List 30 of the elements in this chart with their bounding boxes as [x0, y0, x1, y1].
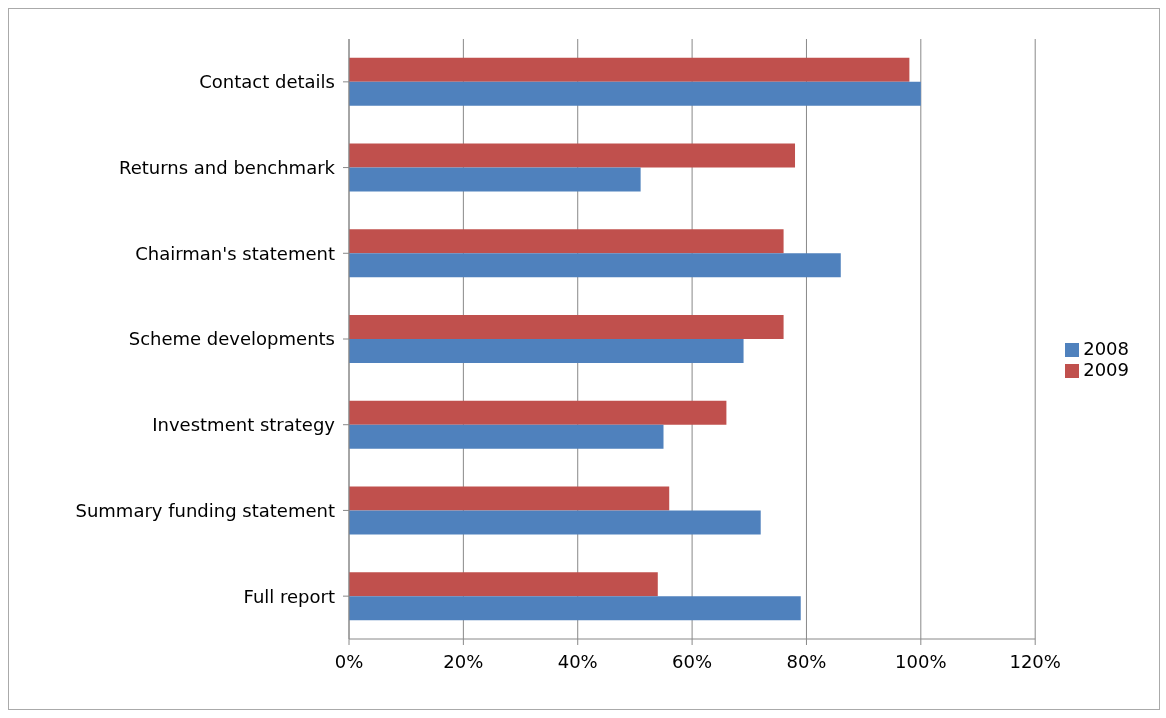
y-tick-label: Returns and benchmark	[118, 156, 336, 178]
bar	[349, 424, 664, 449]
x-tick-label: 20%	[443, 650, 484, 672]
bar	[349, 253, 841, 278]
bar	[349, 315, 784, 339]
bar	[349, 143, 796, 168]
x-tick-label: 40%	[557, 650, 598, 672]
legend-label: 2009	[1083, 359, 1129, 380]
bar	[349, 486, 670, 511]
x-tick-label: 100%	[895, 650, 947, 672]
x-tick-label: 120%	[1009, 650, 1061, 672]
bar	[349, 596, 801, 621]
bar	[349, 572, 658, 597]
y-tick-label: Investment strategy	[152, 414, 336, 436]
bar	[349, 510, 761, 535]
legend-label: 2008	[1083, 338, 1129, 359]
x-tick-label: 80%	[786, 650, 827, 672]
y-tick-label: Contact details	[199, 71, 335, 93]
y-tick-label: Chairman's statement	[135, 242, 335, 264]
x-tick-label: 0%	[334, 650, 364, 672]
bar	[349, 339, 744, 363]
y-tick-label: Full report	[243, 585, 335, 607]
bar	[349, 57, 910, 82]
bar	[349, 229, 784, 254]
bar	[349, 81, 921, 106]
x-tick-label: 60%	[672, 650, 713, 672]
y-tick-label: Scheme developments	[128, 328, 335, 350]
y-tick-label: Summary funding statement	[75, 499, 335, 521]
bar	[349, 400, 727, 425]
bar	[349, 167, 641, 192]
